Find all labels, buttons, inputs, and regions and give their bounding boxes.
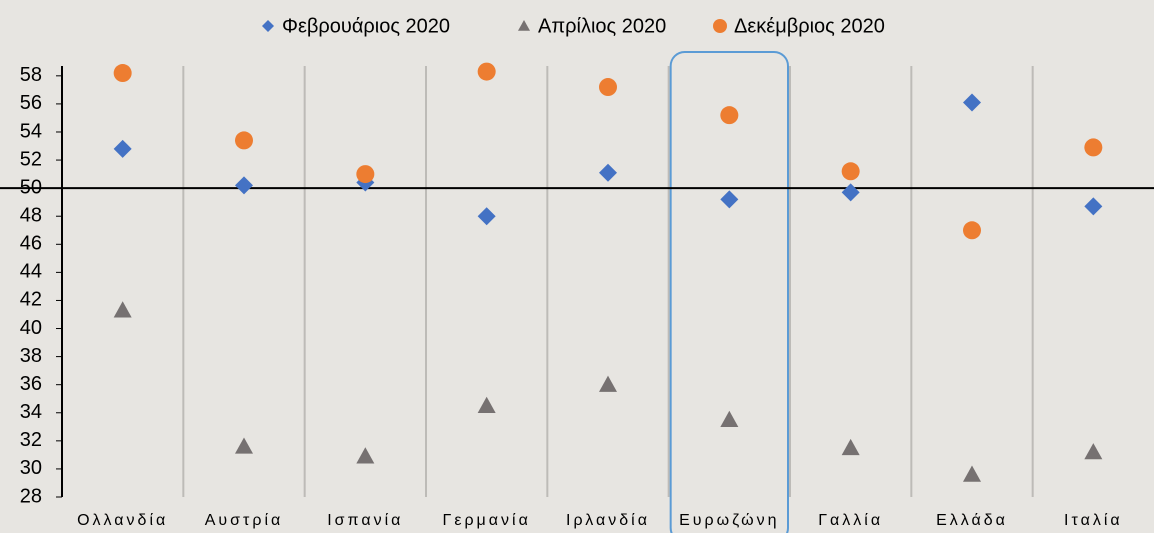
marker-diamond — [1084, 197, 1103, 216]
marker-triangle — [841, 438, 860, 456]
marker-circle — [720, 106, 739, 125]
x-tick-label: Ολλανδία — [77, 512, 168, 529]
x-tick-label: Ιρλανδία — [566, 512, 650, 529]
marker-diamond — [720, 190, 739, 209]
marker-triangle — [599, 375, 617, 392]
marker-circle — [1084, 138, 1103, 157]
marker-diamond — [262, 20, 274, 32]
y-tick-label: 42 — [20, 289, 42, 311]
marker-circle — [963, 221, 981, 240]
y-tick-label: 46 — [20, 233, 42, 255]
y-tick-label: 54 — [20, 120, 42, 142]
marker-triangle — [235, 437, 253, 454]
marker-triangle — [518, 20, 530, 31]
y-tick-label: 40 — [20, 317, 42, 339]
legend-label: Δεκέμβριος 2020 — [734, 15, 885, 37]
marker-circle — [713, 19, 727, 33]
marker-circle — [356, 165, 375, 184]
y-tick-label: 52 — [20, 148, 42, 170]
y-tick-label: 58 — [20, 64, 42, 86]
marker-circle — [841, 162, 860, 181]
marker-triangle — [356, 447, 375, 464]
y-tick-label: 30 — [20, 457, 42, 479]
marker-circle — [113, 64, 132, 83]
y-tick-label: 36 — [20, 373, 42, 395]
x-tick-label: Ευρωζώνη — [679, 512, 779, 529]
marker-circle — [599, 78, 617, 97]
marker-diamond — [113, 139, 132, 158]
marker-triangle — [720, 410, 739, 427]
x-tick-label: Γαλλία — [818, 512, 883, 529]
marker-diamond — [841, 183, 860, 202]
y-tick-label: 34 — [20, 401, 42, 423]
marker-triangle — [963, 465, 981, 482]
marker-diamond — [599, 163, 617, 182]
marker-diamond — [477, 207, 496, 226]
x-tick-label: Ελλάδα — [936, 512, 1008, 529]
legend-label: Απρίλιος 2020 — [538, 15, 666, 37]
x-tick-label: Ισπανία — [327, 512, 403, 529]
legend-label: Φεβρουάριος 2020 — [282, 15, 450, 37]
x-tick-label: Γερμανία — [443, 512, 531, 529]
marker-diamond — [235, 176, 253, 195]
marker-triangle — [477, 396, 496, 413]
y-tick-label: 48 — [20, 204, 42, 226]
y-tick-label: 32 — [20, 429, 42, 451]
marker-diamond — [963, 93, 981, 112]
y-tick-label: 28 — [20, 485, 42, 507]
x-tick-label: Αυστρία — [205, 512, 284, 529]
marker-circle — [235, 131, 253, 150]
highlight-box — [669, 51, 789, 533]
y-tick-label: 38 — [20, 345, 42, 367]
y-tick-label: 56 — [20, 92, 42, 114]
x-tick-label: Ιταλία — [1064, 512, 1123, 529]
marker-circle — [477, 62, 496, 81]
y-tick-label: 44 — [20, 261, 42, 283]
marker-triangle — [113, 301, 132, 318]
marker-triangle — [1084, 443, 1103, 460]
